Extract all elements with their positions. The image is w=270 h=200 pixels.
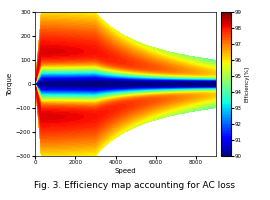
Y-axis label: Torque: Torque [7,72,13,96]
X-axis label: Speed: Speed [115,168,136,174]
Text: Fig. 3. Efficiency map accounting for AC loss: Fig. 3. Efficiency map accounting for AC… [35,182,235,190]
Y-axis label: Efficiency[%]: Efficiency[%] [245,66,250,102]
